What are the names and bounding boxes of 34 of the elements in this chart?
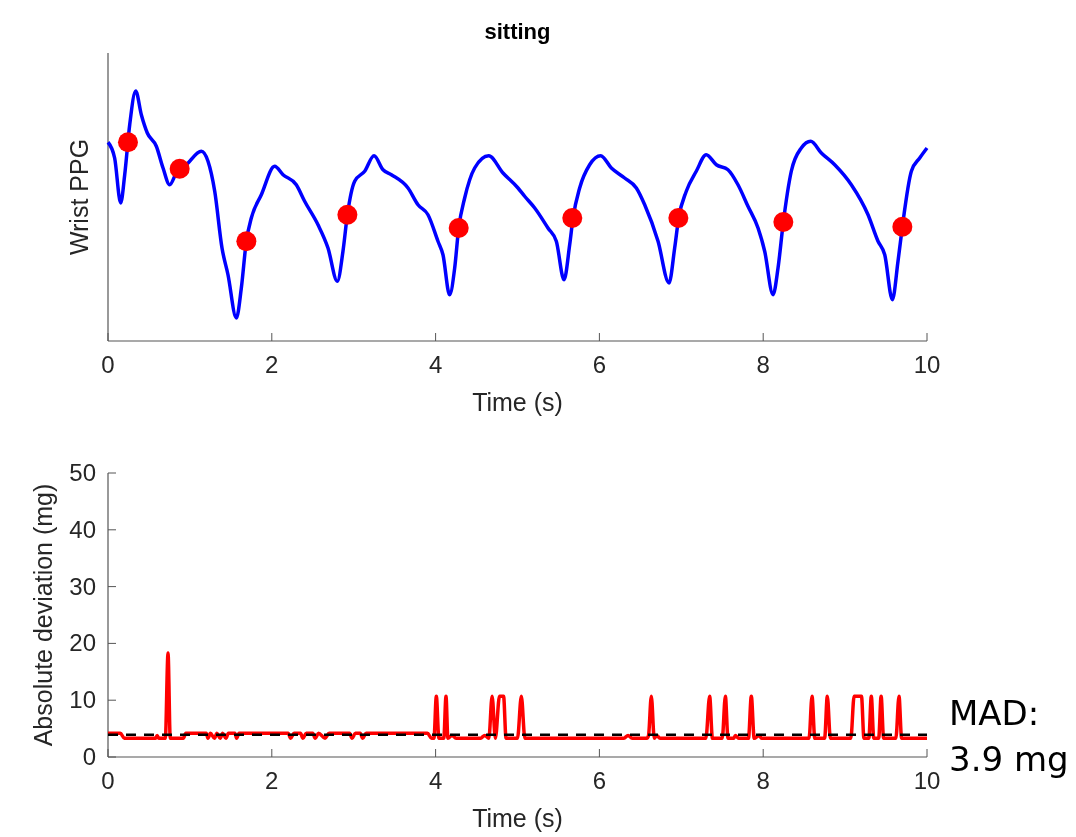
x-tick-label: 0 <box>101 767 115 794</box>
x-tick-label: 8 <box>756 351 770 378</box>
x-tick-label: 6 <box>592 767 607 794</box>
y-tick-label: 40 <box>69 515 96 543</box>
x-tick-label: 6 <box>592 351 607 378</box>
x-tick-label: 10 <box>913 767 941 794</box>
point <box>117 132 138 153</box>
x-tick-label: 2 <box>265 351 279 378</box>
x-tick-label: 8 <box>756 767 770 794</box>
y-tick-label: 20 <box>69 629 96 657</box>
y-axis-title: Absolute deviation (mg) <box>29 483 57 747</box>
point <box>892 216 913 237</box>
y-tick-label: 10 <box>69 686 96 714</box>
y-tick-label: 50 <box>69 459 96 486</box>
y-axis-title: Wrist PPG <box>65 138 93 256</box>
point <box>448 218 469 238</box>
point <box>236 231 257 252</box>
x-axis-title: Time (s) <box>472 388 563 416</box>
point <box>668 208 689 228</box>
x-tick-label: 2 <box>265 767 279 794</box>
x-axis-title: Time (s) <box>472 804 563 832</box>
point <box>169 158 190 179</box>
line-series <box>106 651 929 741</box>
annotation: MAD: 3.9 mg <box>949 692 1069 779</box>
x-tick-label: 0 <box>101 351 115 378</box>
y-tick-label: 0 <box>82 743 96 770</box>
x-tick-label: 10 <box>913 351 941 378</box>
point <box>337 204 358 225</box>
point <box>773 212 794 232</box>
y-tick-label: 30 <box>69 572 96 600</box>
chart-title: sitting <box>484 19 551 44</box>
x-tick-label: 4 <box>428 351 443 378</box>
point <box>562 208 583 228</box>
x-tick-label: 4 <box>428 767 443 794</box>
